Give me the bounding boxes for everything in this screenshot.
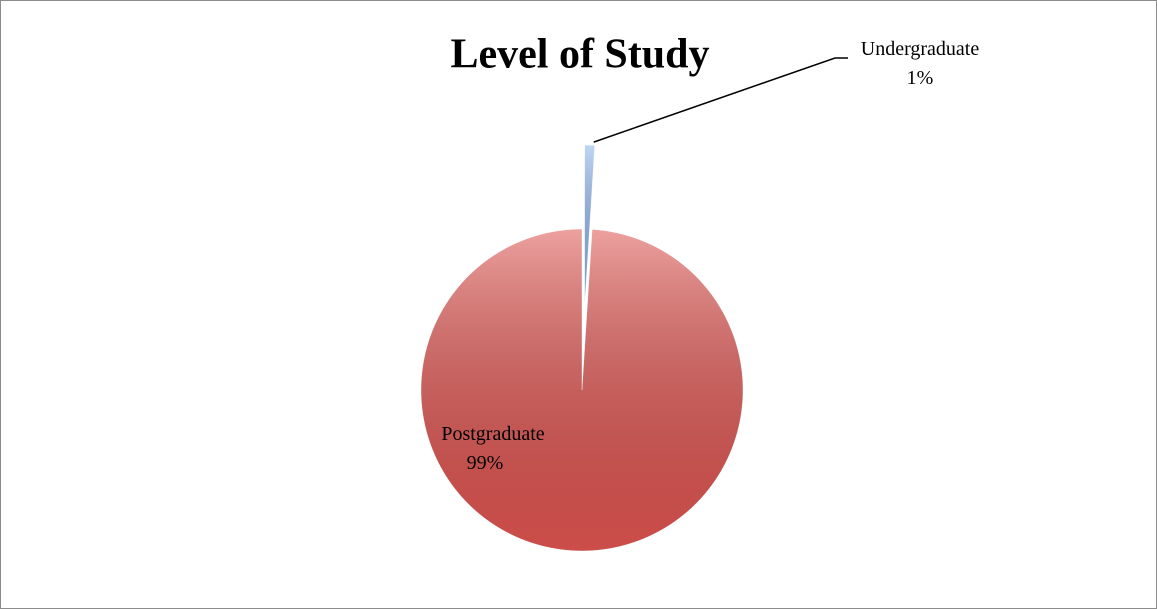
leader-line — [593, 57, 848, 143]
pie-slice — [420, 228, 744, 552]
value-label: 1% — [907, 67, 934, 89]
category-label: Postgraduate — [441, 423, 544, 445]
chart-title: Level of Study — [450, 32, 709, 78]
data-label: Postgraduate 99% — [441, 423, 544, 474]
data-label: Undergraduate 1% — [861, 38, 980, 89]
value-label: 99% — [467, 452, 504, 474]
category-label: Undergraduate — [861, 38, 980, 60]
